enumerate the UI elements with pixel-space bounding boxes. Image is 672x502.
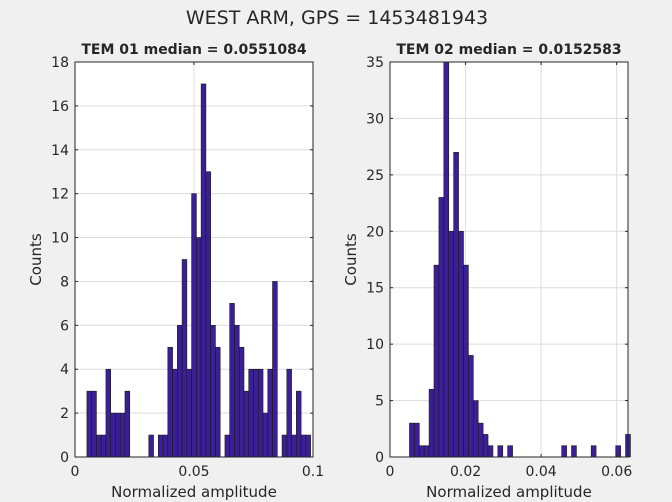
histogram-bar <box>561 445 567 458</box>
histogram-bar <box>248 368 254 458</box>
y-tick-label: 16 <box>51 99 69 115</box>
histogram-bar <box>196 237 202 458</box>
x-tick-label: 0.1 <box>302 464 324 480</box>
histogram-bar <box>172 368 178 458</box>
plot-area <box>390 62 628 457</box>
histogram-bar <box>253 368 259 458</box>
histogram-bar <box>409 422 415 458</box>
histogram-bar <box>448 230 454 458</box>
histogram-bar <box>472 400 479 458</box>
histogram-panel-tem01: 0 2 4 6 8 10 12 14 16 18 0 0.05 0.1 TEM 01 median = 0… <box>27 42 324 501</box>
histogram-bar <box>477 422 484 458</box>
histogram-bar <box>590 445 597 458</box>
y-tick-label: 35 <box>366 55 384 71</box>
histogram-bar <box>96 434 102 458</box>
histogram-bar <box>497 445 504 458</box>
histogram-bar <box>105 368 112 458</box>
y-tick-label: 20 <box>366 224 384 240</box>
histogram-bar <box>224 434 231 458</box>
y-tick-label: 18 <box>51 55 69 71</box>
histogram-bar <box>91 390 97 458</box>
x-tick-label: 0.06 <box>601 464 632 480</box>
histogram-bar <box>148 434 154 458</box>
x-axis-label: Normalized amplitude <box>111 483 277 501</box>
panel-title: TEM 01 median = 0.0551084 <box>81 42 307 58</box>
axes-frame <box>389 61 629 458</box>
histogram-bar <box>200 83 207 458</box>
y-axis-label: Counts <box>342 233 360 286</box>
histogram-bar <box>305 434 311 458</box>
histogram-bar <box>423 445 430 458</box>
histogram-bar <box>238 346 245 458</box>
histogram-bar <box>215 346 221 458</box>
histogram-bar <box>167 346 173 458</box>
histogram-bar <box>124 390 131 458</box>
y-tick-label: 5 <box>375 394 384 410</box>
y-tick-label: 10 <box>366 337 384 353</box>
x-axis-label: Normalized amplitude <box>426 483 592 501</box>
y-tick-label: 0 <box>375 450 384 466</box>
histogram-bar <box>428 388 435 458</box>
histogram-bar <box>433 264 440 458</box>
histogram-panel-tem02: 0 5 10 15 20 25 30 35 0 0.02 0.04 0.06 TEM 02 median… <box>342 42 632 501</box>
histogram-bar <box>281 434 288 458</box>
histogram-bar <box>86 390 92 458</box>
histogram-bar <box>482 434 489 458</box>
y-tick-label: 0 <box>60 450 69 466</box>
x-tick-label: 0.05 <box>178 464 209 480</box>
histogram-bar <box>487 445 494 458</box>
histogram-bar <box>210 325 216 458</box>
histogram-bar <box>158 434 164 458</box>
histogram-bar <box>119 412 126 458</box>
y-tick-label: 12 <box>51 187 69 203</box>
histogram-bar <box>418 445 425 458</box>
histogram-bar <box>443 61 450 458</box>
x-tick-label: 0.02 <box>450 464 481 480</box>
histogram-bar <box>100 434 107 458</box>
figure-suptitle: WEST ARM, GPS = 1453481943 <box>186 7 488 29</box>
panel-title: TEM 02 median = 0.0152583 <box>396 42 621 58</box>
x-tick-label: 0 <box>71 464 80 480</box>
y-axis-label: Counts <box>27 233 45 286</box>
histogram-bar <box>286 368 292 458</box>
histogram-bar <box>463 264 469 458</box>
histogram-bar <box>191 193 197 458</box>
y-tick-label: 8 <box>60 274 69 290</box>
histogram-bar <box>468 355 474 458</box>
x-tick-label: 0 <box>386 464 395 480</box>
y-tick-label: 2 <box>60 406 69 422</box>
y-tick-label: 14 <box>51 143 69 159</box>
histogram-bar <box>115 412 121 458</box>
y-tick-label: 15 <box>366 281 384 297</box>
y-tick-label: 30 <box>366 111 384 127</box>
histogram-bar <box>267 368 273 458</box>
histogram-bar <box>507 445 513 458</box>
histogram-bar <box>300 434 307 458</box>
y-tick-label: 4 <box>60 362 69 378</box>
y-tick-label: 10 <box>51 231 69 247</box>
histogram-bar <box>571 445 577 458</box>
histogram-bar <box>234 325 240 458</box>
y-tick-label: 25 <box>366 168 384 184</box>
histogram-bar <box>243 390 250 458</box>
histogram-bar <box>291 434 297 458</box>
histogram-bar <box>453 151 459 458</box>
histogram-bar <box>272 281 278 458</box>
y-tick-label: 6 <box>60 318 69 334</box>
histogram-bar <box>186 368 192 458</box>
x-tick-label: 0.04 <box>526 464 557 480</box>
histogram-bar <box>414 422 420 458</box>
histogram-bar <box>257 368 264 458</box>
histogram-bar <box>177 325 183 458</box>
histogram-bar <box>458 230 464 458</box>
histogram-bar <box>162 434 169 458</box>
histogram-bar <box>296 390 302 458</box>
histogram-bar <box>438 197 445 458</box>
histogram-bar <box>181 259 188 458</box>
histogram-bar <box>205 171 211 458</box>
histogram-bar <box>229 303 235 458</box>
histogram-bar <box>262 412 269 458</box>
histogram-bar <box>110 412 116 458</box>
